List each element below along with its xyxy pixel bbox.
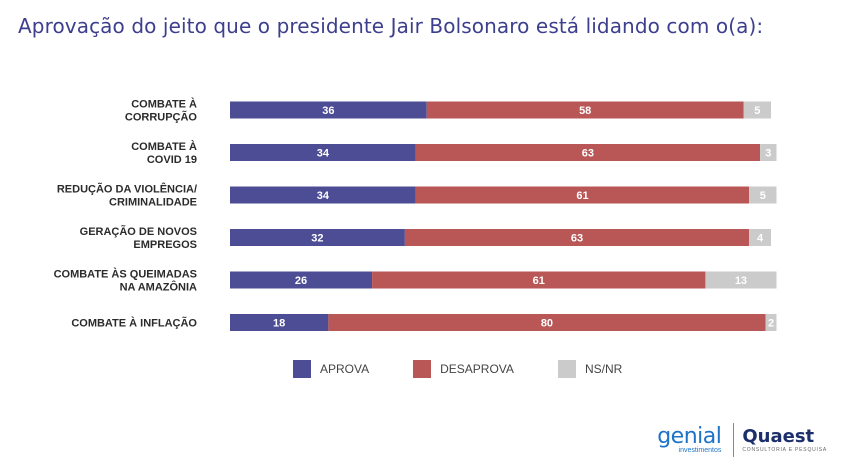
data-label: 34	[317, 190, 330, 202]
data-label: 5	[754, 105, 760, 117]
category-label: COMBATE À CORRUPÇÃO	[125, 98, 198, 124]
legend-swatch-nsnr	[557, 360, 576, 378]
bar-desaprova	[415, 144, 761, 161]
bar-nsnr	[765, 314, 777, 331]
genial-logo: genial investimentos	[657, 424, 722, 455]
category-label: COMBATE ÀS QUEIMADAS NA AMAZÔNIA	[54, 268, 197, 294]
bar-aprova	[230, 101, 427, 119]
category-label-line: GERAÇÃO DE NOVOS	[80, 225, 197, 238]
data-label: 5	[760, 190, 766, 202]
bar-nsnr	[743, 101, 771, 119]
bar-nsnr	[749, 229, 771, 246]
data-label: 32	[311, 233, 323, 245]
data-label: 4	[757, 233, 764, 245]
category-label-line: COVID 19	[147, 154, 197, 166]
legend-swatch-desaprova	[413, 360, 432, 378]
bar-aprova	[230, 271, 373, 289]
data-label: 36	[322, 105, 334, 117]
chart-title: Aprovação do jeito que o presidente Jair…	[18, 14, 764, 38]
bar-aprova	[230, 229, 405, 246]
legend-label-desaprova: DESAPROVA	[440, 362, 514, 376]
legend-item-aprova: APROVA	[293, 360, 369, 378]
data-label: 18	[273, 318, 285, 330]
category-label-line: REDUÇÃO DA VIOLÊNCIA/	[57, 183, 197, 196]
legend-item-desaprova: DESAPROVA	[413, 360, 514, 378]
data-label: 26	[295, 275, 307, 287]
category-label-line: CORRUPÇÃO	[125, 111, 198, 124]
legend-swatch-aprova	[293, 360, 311, 378]
data-label: 3	[765, 148, 771, 160]
bar-nsnr	[760, 144, 777, 161]
category-label: COMBATE À INFLAÇÃO	[71, 317, 197, 330]
category-label-line: NA AMAZÔNIA	[120, 281, 197, 294]
category-label-line: COMBATE ÀS QUEIMADAS	[54, 268, 197, 281]
bar-nsnr	[749, 186, 777, 204]
genial-logo-subtext: investimentos	[678, 447, 722, 454]
category-label-line: COMBATE À INFLAÇÃO	[71, 317, 197, 330]
data-label: 61	[533, 275, 545, 287]
bar-aprova	[230, 144, 416, 161]
data-label: 63	[582, 148, 594, 160]
bar-desaprova	[426, 101, 744, 119]
bar-aprova	[230, 314, 329, 331]
bar-desaprova	[404, 229, 750, 246]
footer-logos: genial investimentos Quaest CONSULTORIA …	[657, 423, 827, 457]
bar-desaprova	[328, 314, 766, 331]
data-label: 34	[317, 148, 330, 160]
data-label: 58	[579, 105, 591, 117]
category-label: GERAÇÃO DE NOVOS EMPREGOS	[80, 225, 197, 251]
bar-desaprova	[415, 186, 750, 204]
genial-logo-text: genial	[657, 424, 722, 449]
bar-desaprova	[372, 271, 706, 289]
data-label: 61	[576, 190, 588, 202]
quaest-logo: Quaest CONSULTORIA E PESQUISA	[742, 426, 827, 454]
logo-divider	[733, 423, 735, 457]
data-label: 2	[768, 318, 774, 330]
data-label: 13	[735, 275, 747, 287]
category-label: COMBATE À COVID 19	[131, 140, 197, 166]
category-label-line: COMBATE À	[131, 98, 197, 111]
legend-label-nsnr: NS/NR	[584, 362, 623, 376]
category-label-line: EMPREGOS	[133, 239, 197, 251]
quaest-logo-text: Quaest	[742, 426, 815, 447]
category-label: REDUÇÃO DA VIOLÊNCIA/CRIMINALIDADE	[57, 183, 197, 209]
category-label-line: CRIMINALIDADE	[109, 197, 197, 209]
category-label-line: COMBATE À	[131, 140, 197, 153]
data-label: 80	[541, 318, 553, 330]
bar-nsnr	[705, 271, 777, 289]
quaest-logo-subtext: CONSULTORIA E PESQUISA	[742, 447, 827, 453]
data-label: 63	[571, 233, 583, 245]
bar-aprova	[230, 186, 416, 204]
legend: APROVA DESAPROVA NS/NR	[293, 360, 666, 378]
legend-label-aprova: APROVA	[320, 362, 370, 376]
legend-item-nsnr: NS/NR	[557, 360, 623, 378]
